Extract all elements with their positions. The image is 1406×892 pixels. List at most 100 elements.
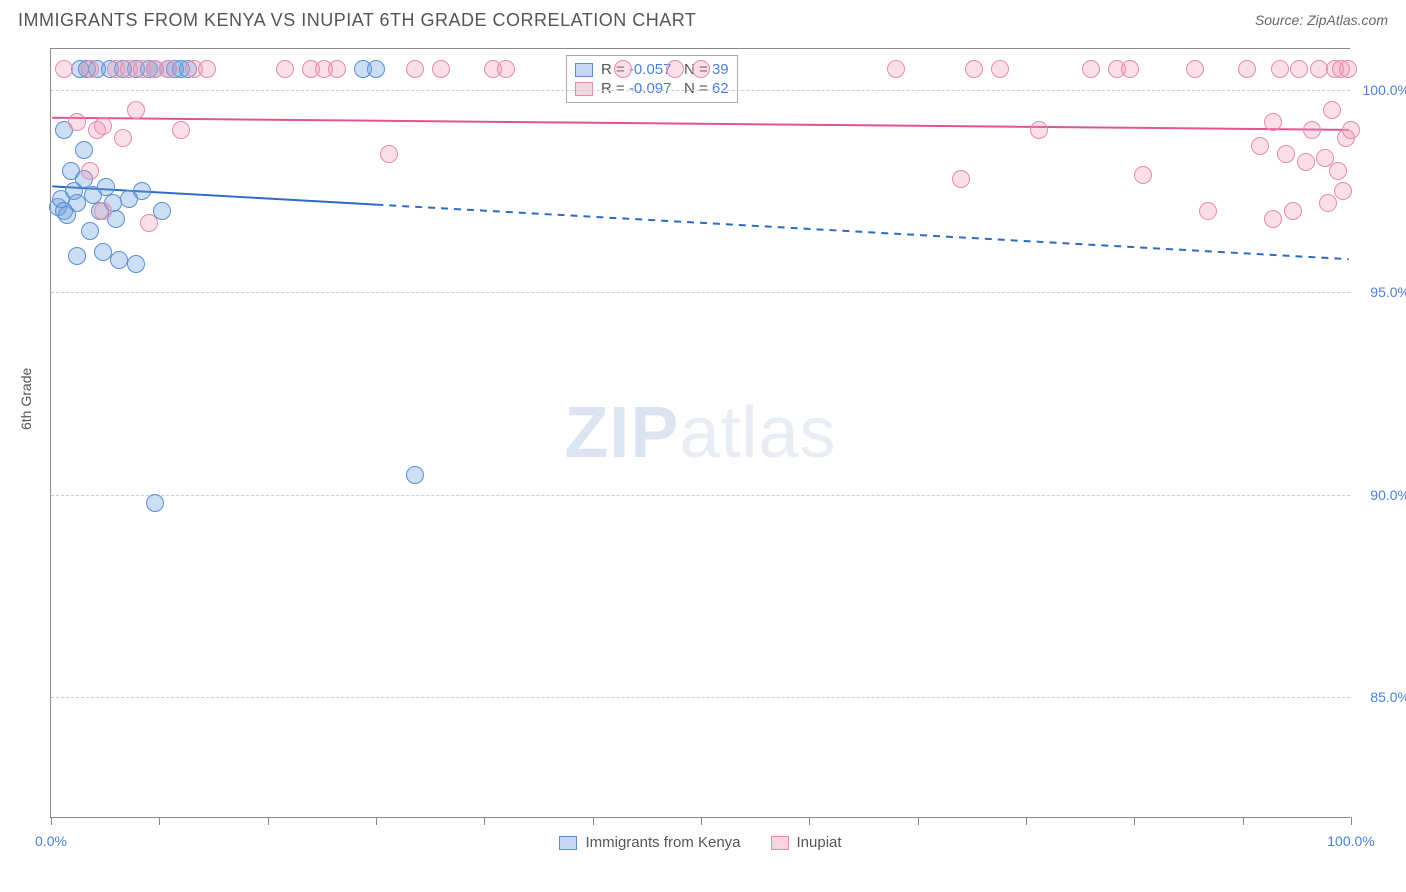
- legend-label-kenya: Immigrants from Kenya: [585, 834, 740, 851]
- x-tick: [268, 817, 269, 825]
- legend-item-kenya: Immigrants from Kenya: [559, 834, 740, 851]
- point-inupiat: [1329, 162, 1347, 180]
- point-inupiat: [276, 60, 294, 78]
- point-inupiat: [94, 202, 112, 220]
- legend-swatch-pink: [771, 836, 789, 850]
- source-label: Source: ZipAtlas.com: [1255, 12, 1388, 30]
- x-tick-label: 0.0%: [35, 833, 67, 849]
- point-inupiat: [666, 60, 684, 78]
- stats-legend-box: R = -0.057 N = 39R = -0.097 N = 62: [566, 55, 738, 103]
- point-inupiat: [1334, 182, 1352, 200]
- point-kenya: [68, 247, 86, 265]
- watermark-bold: ZIP: [564, 393, 679, 473]
- trend-line-solid: [52, 118, 1349, 130]
- point-inupiat: [1082, 60, 1100, 78]
- x-tick: [1351, 817, 1352, 825]
- point-inupiat: [432, 60, 450, 78]
- y-tick-label: 90.0%: [1370, 487, 1406, 503]
- x-tick: [484, 817, 485, 825]
- point-inupiat: [81, 60, 99, 78]
- point-inupiat: [1339, 60, 1357, 78]
- x-tick: [1134, 817, 1135, 825]
- point-inupiat: [1342, 121, 1360, 139]
- point-inupiat: [68, 113, 86, 131]
- x-tick-label: 100.0%: [1327, 833, 1374, 849]
- point-inupiat: [380, 145, 398, 163]
- swatch-blue-icon: [575, 63, 593, 77]
- point-inupiat: [328, 60, 346, 78]
- point-inupiat: [55, 60, 73, 78]
- point-inupiat: [692, 60, 710, 78]
- point-inupiat: [1134, 166, 1152, 184]
- x-tick: [376, 817, 377, 825]
- source-value: ZipAtlas.com: [1307, 12, 1388, 28]
- source-prefix: Source:: [1255, 12, 1307, 28]
- point-inupiat: [406, 60, 424, 78]
- point-inupiat: [1297, 153, 1315, 171]
- stats-text: R = -0.097 N = 62: [601, 80, 729, 97]
- point-inupiat: [172, 121, 190, 139]
- gridline-h: [51, 90, 1350, 91]
- point-kenya: [75, 141, 93, 159]
- point-inupiat: [497, 60, 515, 78]
- point-kenya: [146, 494, 164, 512]
- point-inupiat: [1303, 121, 1321, 139]
- gridline-h: [51, 697, 1350, 698]
- bottom-legend: Immigrants from Kenya Inupiat: [51, 834, 1350, 851]
- y-tick-label: 85.0%: [1370, 689, 1406, 705]
- x-tick: [809, 817, 810, 825]
- point-inupiat: [1238, 60, 1256, 78]
- point-inupiat: [140, 214, 158, 232]
- point-inupiat: [1319, 194, 1337, 212]
- x-tick: [51, 817, 52, 825]
- stats-row: R = -0.097 N = 62: [575, 79, 729, 98]
- point-inupiat: [159, 60, 177, 78]
- point-inupiat: [94, 117, 112, 135]
- point-kenya: [367, 60, 385, 78]
- point-inupiat: [614, 60, 632, 78]
- point-inupiat: [1277, 145, 1295, 163]
- point-inupiat: [1290, 60, 1308, 78]
- y-axis-label: 6th Grade: [18, 368, 34, 430]
- point-inupiat: [1264, 113, 1282, 131]
- point-inupiat: [1121, 60, 1139, 78]
- point-inupiat: [81, 162, 99, 180]
- x-tick: [1243, 817, 1244, 825]
- point-inupiat: [127, 101, 145, 119]
- x-tick: [701, 817, 702, 825]
- watermark-rest: atlas: [679, 393, 836, 473]
- chart-title: IMMIGRANTS FROM KENYA VS INUPIAT 6TH GRA…: [18, 10, 696, 31]
- y-tick-label: 100.0%: [1363, 82, 1406, 98]
- watermark: ZIPatlas: [564, 392, 836, 474]
- point-inupiat: [114, 129, 132, 147]
- point-inupiat: [198, 60, 216, 78]
- point-inupiat: [1030, 121, 1048, 139]
- gridline-h: [51, 495, 1350, 496]
- x-tick: [918, 817, 919, 825]
- point-inupiat: [1323, 101, 1341, 119]
- x-tick: [159, 817, 160, 825]
- point-inupiat: [965, 60, 983, 78]
- legend-swatch-blue: [559, 836, 577, 850]
- point-kenya: [406, 466, 424, 484]
- point-inupiat: [1310, 60, 1328, 78]
- y-tick-label: 95.0%: [1370, 284, 1406, 300]
- point-kenya: [133, 182, 151, 200]
- swatch-pink-icon: [575, 82, 593, 96]
- gridline-h: [51, 292, 1350, 293]
- point-kenya: [110, 251, 128, 269]
- point-inupiat: [887, 60, 905, 78]
- x-tick: [593, 817, 594, 825]
- trend-lines-svg: [51, 49, 1350, 817]
- point-inupiat: [1186, 60, 1204, 78]
- point-inupiat: [952, 170, 970, 188]
- x-tick: [1026, 817, 1027, 825]
- scatter-plot-area: ZIPatlas R = -0.057 N = 39R = -0.097 N =…: [50, 48, 1350, 818]
- point-inupiat: [1264, 210, 1282, 228]
- point-kenya: [127, 255, 145, 273]
- point-inupiat: [991, 60, 1009, 78]
- point-inupiat: [1199, 202, 1217, 220]
- point-kenya: [81, 222, 99, 240]
- point-inupiat: [1271, 60, 1289, 78]
- point-inupiat: [1251, 137, 1269, 155]
